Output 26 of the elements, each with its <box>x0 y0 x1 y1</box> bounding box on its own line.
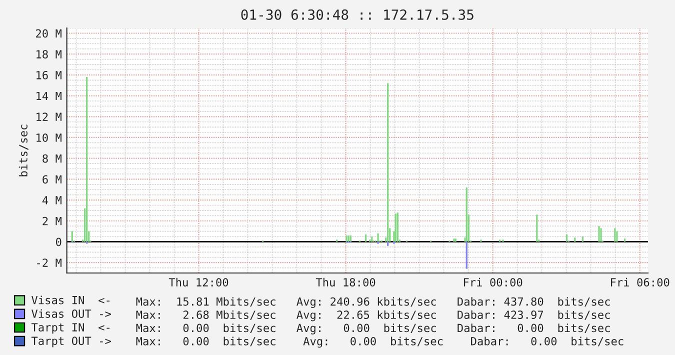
text: Max: 15.81 Mbits/sec Avg: 240.96 kbits/sec Dabar: 437.80 bits/sec <box>136 297 610 308</box>
x-tick-label: Fri 06:00 <box>610 278 670 287</box>
y-tick-label: 10 M <box>36 133 62 142</box>
y-tick-label: 14 M <box>36 92 62 100</box>
x-tick-label: Fri 00:00 <box>464 278 522 287</box>
legend-label: Tarpt OUT -> <box>31 336 111 348</box>
y-tick-label: 4 M <box>42 196 62 204</box>
y-tick-label: 8 M <box>42 154 62 163</box>
x-tick-label: Thu 18:00 <box>316 278 376 287</box>
text: Max: 0.00 bits/sec Avg: 0.00 bits/sec Dabar: 0.00 bits/sec <box>136 324 610 334</box>
y-tick-label: -2 M <box>37 258 62 267</box>
y-tick-label: 20 M <box>36 29 62 38</box>
chart-title: 01-30 6:30:48 :: 172.17.5.35 <box>241 9 474 20</box>
legend-label: Visas IN <- <box>32 296 110 304</box>
text: Max: 0.00 bits/sec Avg: 0.00 bits/sec Dabar: 0.00 bits/sec <box>136 336 624 348</box>
legend-label: Tarpt IN <- <box>31 323 110 334</box>
y-tick-label: 2 M <box>42 216 62 226</box>
text: Max: 2.68 Mbits/sec Avg: 22.65 kbits/sec Dabar: 423.97 bits/sec <box>136 310 610 322</box>
y-tick-label: 16 M <box>36 70 62 80</box>
legend-label: Visas OUT -> <box>32 309 111 318</box>
y-tick-label: 6 M <box>42 175 62 184</box>
y-tick-label: 0 <box>56 238 62 246</box>
y-tick-label: 12 M <box>36 112 62 121</box>
y-axis-title: bits/sec <box>18 124 28 176</box>
y-tick-label: 18 M <box>36 50 62 59</box>
x-tick-label: Thu 12:00 <box>168 278 228 287</box>
